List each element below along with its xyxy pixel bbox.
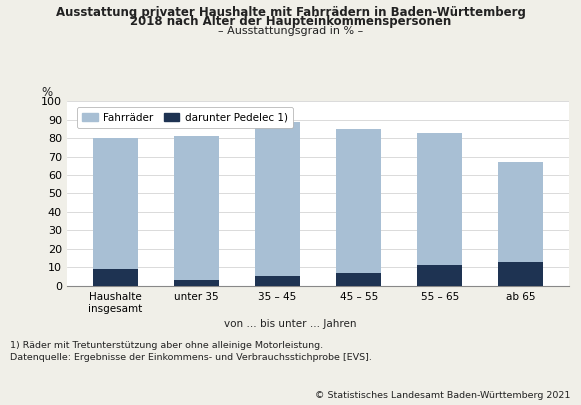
Text: 2018 nach Alter der Haupteinkommenspersonen: 2018 nach Alter der Haupteinkommensperso…: [130, 15, 451, 28]
Legend: Fahrräder, darunter Pedelec 1): Fahrräder, darunter Pedelec 1): [77, 107, 293, 128]
Bar: [498, 262, 543, 286]
Bar: [174, 136, 219, 280]
Text: © Statistisches Landesamt Baden-Württemberg 2021: © Statistisches Landesamt Baden-Württemb…: [315, 391, 571, 400]
Text: %: %: [42, 86, 53, 99]
Bar: [498, 162, 543, 262]
Bar: [93, 269, 138, 286]
Text: Ausstattung privater Haushalte mit Fahrrädern in Baden-Württemberg: Ausstattung privater Haushalte mit Fahrr…: [56, 6, 525, 19]
Text: 1) Räder mit Tretunterstützung aber ohne alleinige Motorleistung.: 1) Räder mit Tretunterstützung aber ohne…: [10, 341, 324, 350]
Bar: [255, 122, 300, 276]
Bar: [336, 273, 381, 286]
Bar: [417, 265, 462, 286]
Bar: [93, 138, 138, 269]
Text: von … bis unter … Jahren: von … bis unter … Jahren: [224, 319, 357, 329]
Text: Datenquelle: Ergebnisse der Einkommens- und Verbrauchsstichprobe [EVS].: Datenquelle: Ergebnisse der Einkommens- …: [10, 353, 372, 362]
Bar: [255, 276, 300, 286]
Bar: [336, 129, 381, 273]
Text: – Ausstattungsgrad in % –: – Ausstattungsgrad in % –: [218, 26, 363, 36]
Bar: [174, 280, 219, 286]
Bar: [417, 132, 462, 265]
